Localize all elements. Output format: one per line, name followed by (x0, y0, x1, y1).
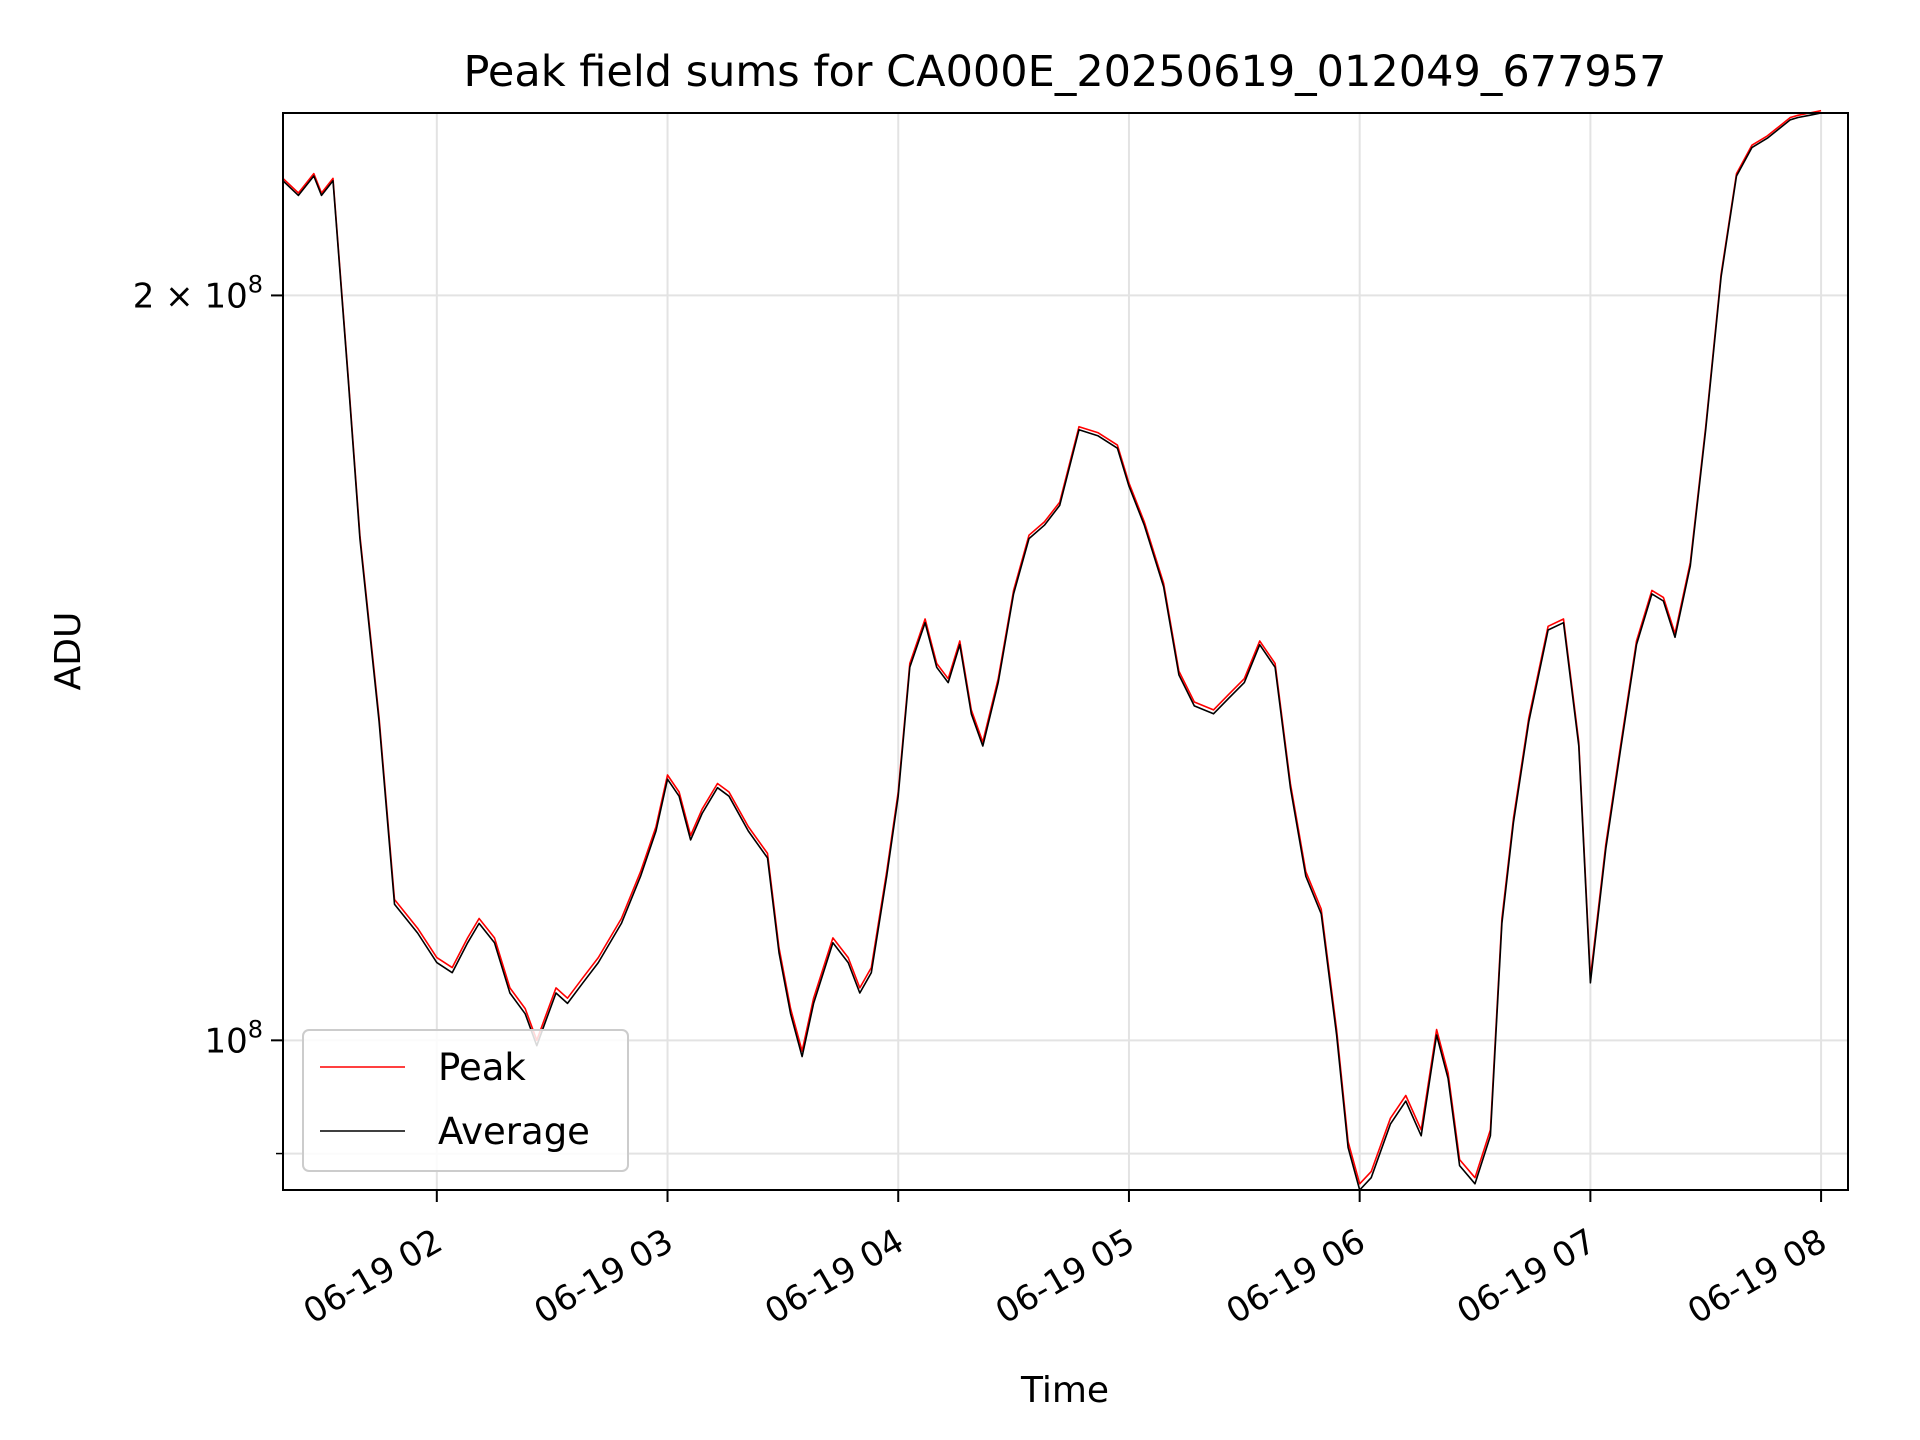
series-line-average (282, 112, 1822, 1191)
legend-label-average: Average (438, 1110, 590, 1153)
legend: Peak Average (302, 1029, 629, 1172)
y-tick-label: 2 × 108 (133, 270, 263, 316)
legend-label-peak: Peak (438, 1046, 526, 1089)
chart-title: Peak field sums for CA000E_20250619_0120… (464, 47, 1667, 97)
series-lines (282, 109, 1822, 1191)
x-axis-label: Time (1020, 1370, 1109, 1411)
grid (283, 113, 1848, 1190)
plot-frame (282, 112, 1849, 1191)
legend-box (302, 1029, 629, 1172)
y-axis-ticks: 108 2 × 108 (133, 270, 283, 1155)
y-axis-label: ADU (48, 612, 89, 691)
y-tick-label: 108 (204, 1015, 263, 1061)
